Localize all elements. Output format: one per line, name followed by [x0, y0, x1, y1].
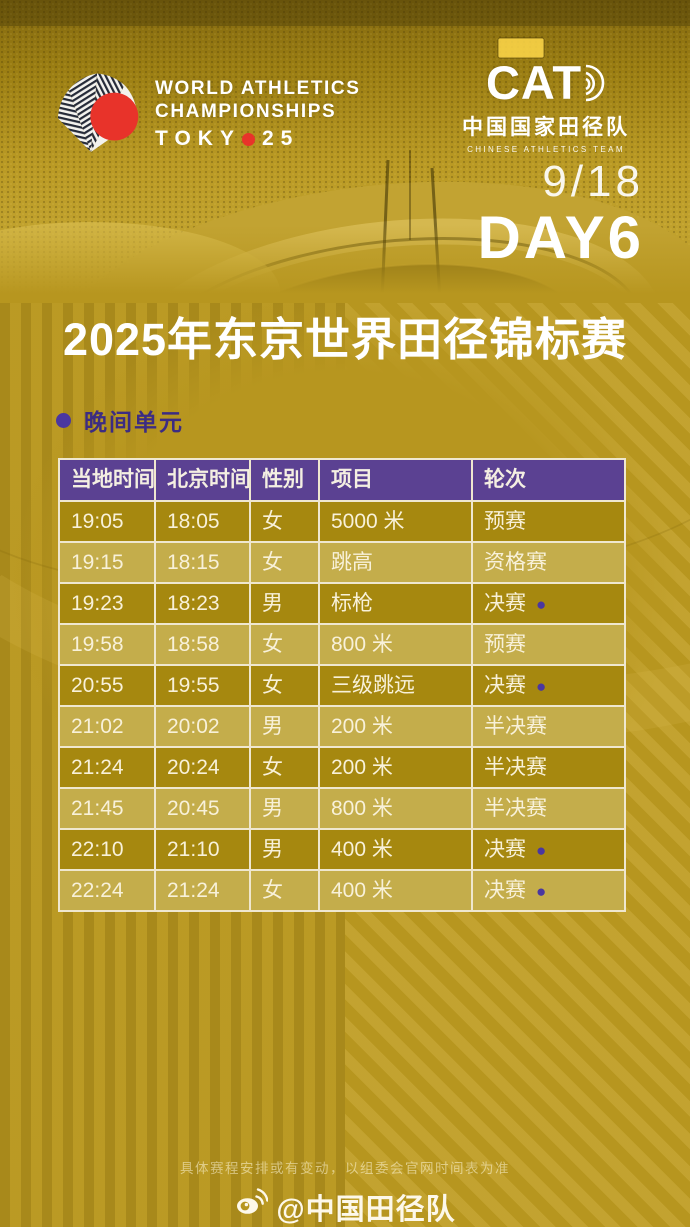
final-round-dot-icon: ● — [536, 677, 547, 696]
cell-gender: 男 — [251, 830, 318, 869]
page-title: 2025年东京世界田径锦标赛 — [62, 314, 628, 365]
cell-local: 22:10 — [60, 830, 154, 869]
stadium-photo: WORLD ATHLETICS CHAMPIONSHIPS TOKY 25 CA… — [0, 0, 690, 499]
col-header-round: 轮次 — [473, 460, 624, 500]
cell-gender: 女 — [251, 625, 318, 664]
cell-beijing: 20:02 — [156, 707, 249, 746]
weibo-icon — [237, 1188, 269, 1214]
cell-event: 200 米 — [320, 748, 471, 787]
date-label: 9/18 — [542, 157, 644, 206]
cell-event: 三级跳远 — [320, 666, 471, 705]
wa-25: 25 — [261, 127, 300, 150]
day-label: DAY6 — [477, 204, 644, 271]
section-bullet-icon — [56, 412, 71, 428]
cell-event: 5000 米 — [320, 502, 471, 541]
cell-gender: 男 — [251, 707, 318, 746]
col-header-beijing-time: 北京时间 — [156, 460, 249, 500]
final-round-dot-icon: ● — [536, 841, 547, 860]
world-athletics-logo: WORLD ATHLETICS CHAMPIONSHIPS TOKY 25 — [52, 68, 361, 160]
cell-beijing: 18:05 — [156, 502, 249, 541]
cat-acronym-row: CAT — [446, 56, 646, 109]
disclaimer-text: 具体赛程安排或有变动，以组委会官网时间表为准 — [180, 1161, 510, 1176]
schedule-table: 当地时间 北京时间 性别 项目 轮次 19:05 18:05 女 5000 米 … — [58, 458, 626, 912]
world-athletics-wordmark: WORLD ATHLETICS CHAMPIONSHIPS TOKY 25 — [155, 77, 361, 151]
cell-local: 19:23 — [60, 584, 154, 623]
cell-event: 400 米 — [320, 871, 471, 910]
cell-gender: 男 — [251, 584, 318, 623]
cell-round: 资格赛 — [473, 543, 624, 582]
cat-acronym: CAT — [485, 56, 583, 109]
final-round-dot-icon: ● — [536, 882, 547, 901]
cat-english-name: CHINESE ATHLETICS TEAM — [467, 145, 625, 154]
cat-track-arcs-icon — [585, 64, 605, 102]
photo-fade-overlay — [0, 225, 690, 303]
cell-round: 预赛 — [473, 502, 624, 541]
cell-local: 21:02 — [60, 707, 154, 746]
cell-gender: 女 — [251, 871, 318, 910]
cell-local: 19:58 — [60, 625, 154, 664]
cell-local: 21:24 — [60, 748, 154, 787]
col-header-local-time: 当地时间 — [60, 460, 154, 500]
cell-round: 预赛 — [473, 625, 624, 664]
cell-gender: 男 — [251, 789, 318, 828]
cell-local: 19:15 — [60, 543, 154, 582]
session-label-text: 晚间单元 — [84, 409, 184, 435]
cell-event: 200 米 — [320, 707, 471, 746]
cell-beijing: 21:24 — [156, 871, 249, 910]
cell-beijing: 18:58 — [156, 625, 249, 664]
cell-beijing: 18:23 — [156, 584, 249, 623]
wa-line1: WORLD ATHLETICS — [155, 78, 361, 99]
cell-local: 19:05 — [60, 502, 154, 541]
cell-gender: 女 — [251, 666, 318, 705]
cell-event: 400 米 — [320, 830, 471, 869]
cell-beijing: 20:24 — [156, 748, 249, 787]
cell-local: 21:45 — [60, 789, 154, 828]
cell-event: 800 米 — [320, 789, 471, 828]
cell-round: 半决赛 — [473, 789, 624, 828]
date-block: 9/18 DAY6 — [477, 158, 644, 268]
social-handle: @中国田径队 — [0, 1186, 690, 1227]
cell-beijing: 21:10 — [156, 830, 249, 869]
cell-event: 跳高 — [320, 543, 471, 582]
cat-logo: CAT 中国国家田径队 CHINESE ATHLETICS TEAM — [446, 56, 646, 154]
tokyo25-fan-icon — [57, 73, 139, 152]
cell-beijing: 20:45 — [156, 789, 249, 828]
final-round-dot-icon: ● — [536, 595, 547, 614]
cat-chinese-name: 中国国家田径队 — [462, 116, 630, 139]
cell-round: 半决赛 — [473, 748, 624, 787]
cell-round: 决赛 ● — [473, 830, 624, 869]
wa-toky: TOKY — [155, 127, 241, 150]
wa-line2: CHAMPIONSHIPS — [155, 101, 337, 122]
cell-gender: 女 — [251, 748, 318, 787]
wa-line3: TOKY 25 — [155, 127, 361, 151]
col-header-event: 项目 — [320, 460, 471, 500]
cell-local: 20:55 — [60, 666, 154, 705]
social-handle-text: @中国田径队 — [276, 1194, 456, 1226]
cell-gender: 女 — [251, 502, 318, 541]
cell-round: 决赛 ● — [473, 584, 624, 623]
cell-round: 决赛 ● — [473, 666, 624, 705]
cell-event: 标枪 — [320, 584, 471, 623]
cell-round: 半决赛 — [473, 707, 624, 746]
cell-beijing: 18:15 — [156, 543, 249, 582]
cell-local: 22:24 — [60, 871, 154, 910]
session-label: 晚间单元 — [56, 403, 184, 437]
tokyo-logo-dot-icon — [241, 132, 255, 146]
cell-round: 决赛 ● — [473, 871, 624, 910]
cell-beijing: 19:55 — [156, 666, 249, 705]
cell-gender: 女 — [251, 543, 318, 582]
col-header-gender: 性别 — [251, 460, 318, 500]
cell-event: 800 米 — [320, 625, 471, 664]
